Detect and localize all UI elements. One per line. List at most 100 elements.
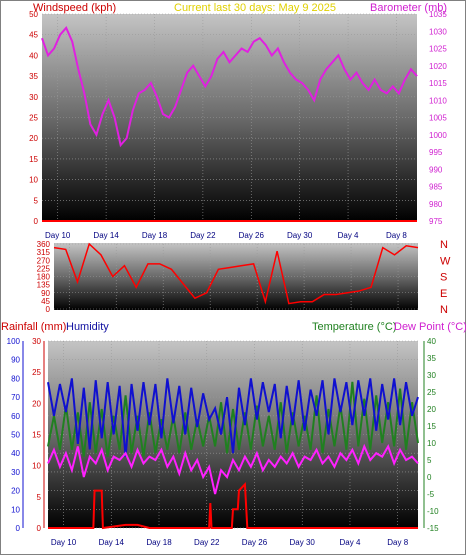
humidity-axis-labels: 0 10 20 30 40 50 60 70 80 90 100 xyxy=(7,337,21,533)
windspeed-tick-label: 35 xyxy=(29,72,38,81)
date-label: Day 14 xyxy=(99,538,125,547)
windspeed-title: Windspeed (kph) xyxy=(33,2,116,14)
direction-tick-label-minor: 135 xyxy=(37,281,51,290)
temperature-tick-label: 25 xyxy=(427,388,436,397)
barometer-tick-label: 985 xyxy=(429,183,443,192)
humidity-tick-label: 50 xyxy=(11,431,20,440)
temperature-tick-label: -5 xyxy=(427,490,435,499)
rainfall-line xyxy=(48,482,418,530)
direction-tick-label-minor: 45 xyxy=(41,297,50,306)
temperature-tick-label: -15 xyxy=(427,524,439,533)
barometer-tick-label: 1015 xyxy=(429,79,447,88)
temperature-tick-label: -10 xyxy=(427,507,439,516)
compass-letter: W xyxy=(440,255,451,267)
humidity-plot-background xyxy=(48,341,418,528)
windspeed-tick-label: 25 xyxy=(29,114,38,123)
windspeed-tick-label: 0 xyxy=(34,217,39,226)
temperature-title: Temperature (°C) xyxy=(312,321,396,333)
rainfall-tick-label: 30 xyxy=(32,337,41,346)
rainfall-tick-label: 5 xyxy=(37,493,42,502)
temperature-tick-label: 15 xyxy=(427,422,436,431)
humidity-tick-label: 10 xyxy=(11,505,20,514)
rainfall-tick-label: 15 xyxy=(32,431,41,440)
barometer-tick-label: 1020 xyxy=(429,62,447,71)
windspeed-axis-labels: 0 5 10 15 20 25 30 35 40 45 50 xyxy=(29,10,38,226)
temperature-line xyxy=(47,381,419,457)
windspeed-tick-label: 5 xyxy=(34,196,39,205)
dewpoint-title: Dew Point (°C) xyxy=(394,321,466,333)
rainfall-title: Rainfall (mm) xyxy=(1,321,66,333)
temperature-tick-label: 5 xyxy=(427,456,432,465)
rainfall-tick-label: 0 xyxy=(37,524,42,533)
temperature-tick-label: 0 xyxy=(427,473,432,482)
temperature-tick-label: 40 xyxy=(427,337,436,346)
humidity-tick-label: 60 xyxy=(11,412,20,421)
date-label: Day 30 xyxy=(290,538,316,547)
wind-direction-line xyxy=(53,242,419,305)
humidity-tick-label: 30 xyxy=(11,468,20,477)
compass-letter: S xyxy=(440,272,447,284)
windspeed-tick-label: 15 xyxy=(29,155,38,164)
date-label: Day 10 xyxy=(51,538,77,547)
humidity-tick-label: 80 xyxy=(11,374,20,383)
direction-tick-label-minor: 225 xyxy=(37,264,51,273)
humidity-axes xyxy=(22,341,425,528)
direction-gridlines xyxy=(54,243,418,310)
barometer-tick-label: 1025 xyxy=(429,45,447,54)
chart-title: Current last 30 days: May 9 2025 xyxy=(174,2,336,14)
humidity-title: Humidity xyxy=(66,321,109,333)
barometer-date-labels: Day 10 Day 14 Day 18 Day 22 Day 26 Day 30 Day … xyxy=(45,231,407,240)
barometer-tick-label: 990 xyxy=(429,165,443,174)
barometer-title: Barometer (mb) xyxy=(370,2,447,14)
temperature-tick-label: 20 xyxy=(427,405,436,414)
date-label: Day 8 xyxy=(386,231,407,240)
barometer-tick-label: 980 xyxy=(429,200,443,209)
windspeed-tick-label: 45 xyxy=(29,31,38,40)
date-label: Day 26 xyxy=(239,231,265,240)
humidity-tick-label: 0 xyxy=(16,524,21,533)
date-label: Day 4 xyxy=(338,231,359,240)
direction-tick-label: 360 xyxy=(37,240,51,249)
humidity-line xyxy=(47,378,419,458)
barometer-line xyxy=(41,25,418,148)
direction-tick-label: 90 xyxy=(41,289,50,298)
barometer-tick-label: 975 xyxy=(429,217,443,226)
humidity-tick-label: 90 xyxy=(11,356,20,365)
temperature-tick-label: 10 xyxy=(427,439,436,448)
windspeed-tick-label: 50 xyxy=(29,10,38,19)
rainfall-tick-label: 10 xyxy=(32,462,41,471)
date-label: Day 26 xyxy=(242,538,268,547)
dewpoint-line xyxy=(47,443,419,495)
date-label: Day 30 xyxy=(287,231,313,240)
barometer-tick-label: 1000 xyxy=(429,131,447,140)
date-label: Day 22 xyxy=(194,538,220,547)
date-label: Day 10 xyxy=(45,231,71,240)
barometer-tick-label: 1035 xyxy=(429,10,447,19)
barometer-tick-label: 995 xyxy=(429,148,443,157)
compass-letter: E xyxy=(440,288,447,300)
rainfall-tick-label: 25 xyxy=(32,368,41,377)
direction-tick-label-minor: 315 xyxy=(37,248,51,257)
direction-tick-label: 0 xyxy=(46,305,51,314)
barometer-tick-label: 1005 xyxy=(429,114,447,123)
barometer-tick-label: 1030 xyxy=(429,27,447,36)
windspeed-tick-label: 40 xyxy=(29,51,38,60)
direction-axis-labels: 0 90 180 270 360 45 135 225 315 xyxy=(37,240,51,314)
date-label: Day 8 xyxy=(387,538,408,547)
compass-letter: N xyxy=(440,304,448,316)
temperature-tick-label: 30 xyxy=(427,371,436,380)
windspeed-tick-label: 10 xyxy=(29,176,38,185)
date-label: Day 14 xyxy=(93,231,119,240)
date-label: Day 18 xyxy=(146,538,172,547)
date-label: Day 18 xyxy=(142,231,168,240)
windspeed-tick-label: 20 xyxy=(29,134,38,143)
barometer-axis-labels: 975 980 985 990 995 1000 1005 1010 1015 1020 1025 1… xyxy=(429,10,447,226)
compass-letter: N xyxy=(440,239,448,251)
direction-tick-label: 180 xyxy=(37,273,51,282)
rainfall-axis-labels: 0 5 10 15 20 25 30 xyxy=(32,337,41,533)
date-label: Day 4 xyxy=(340,538,361,547)
